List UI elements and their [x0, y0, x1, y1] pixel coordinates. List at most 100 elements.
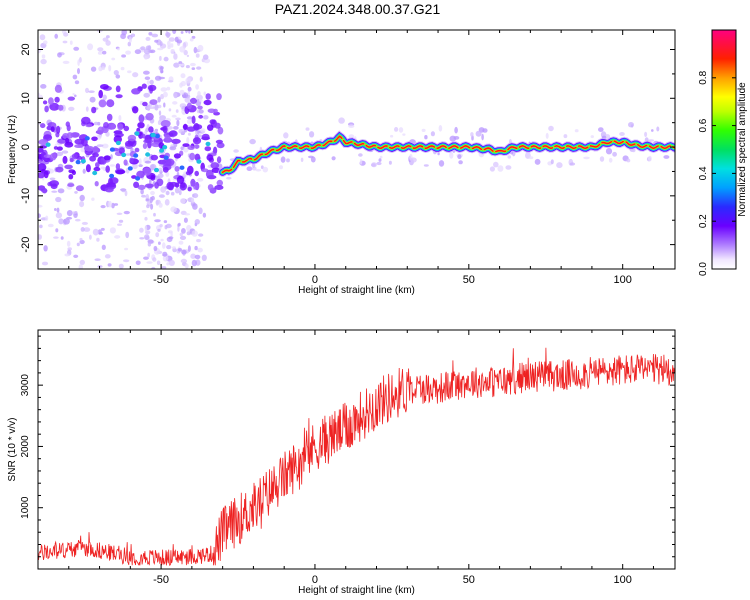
- signal-blob: [67, 96, 76, 101]
- noise-blob: [40, 84, 47, 89]
- x-tick-label: 100: [614, 274, 632, 286]
- noise-blob: [87, 43, 94, 51]
- noise-blob: [167, 40, 171, 47]
- noise-blob: [58, 218, 64, 225]
- signal-blob: [62, 133, 70, 139]
- noise-blob: [505, 165, 512, 170]
- noise-blob: [151, 266, 156, 269]
- noise-blob: [146, 106, 151, 110]
- noise-blob: [139, 227, 144, 233]
- noise-blob: [170, 191, 175, 196]
- noise-blob: [199, 76, 203, 82]
- noise-blob: [184, 263, 189, 269]
- noise-blob: [117, 47, 120, 51]
- noise-blob: [162, 255, 169, 262]
- noise-blob: [40, 58, 47, 65]
- signal-blob: [56, 125, 61, 134]
- noise-blob: [173, 92, 178, 98]
- noise-blob: [178, 190, 182, 196]
- signal-blob: [39, 145, 47, 149]
- signal-blob: [159, 148, 165, 153]
- noise-blob: [300, 157, 304, 162]
- signal-blob: [62, 155, 68, 164]
- signal-blob: [105, 165, 110, 173]
- noise-blob: [168, 259, 175, 266]
- signal-blob: [106, 113, 113, 122]
- noise-blob: [72, 93, 75, 96]
- noise-blob: [179, 82, 183, 88]
- signal-blob: [135, 176, 141, 181]
- noise-blob: [574, 129, 579, 133]
- signal-blob: [64, 164, 73, 170]
- noise-blob: [155, 232, 160, 238]
- colorbar-tick-label: 0.0: [698, 262, 709, 276]
- signal-blob: [110, 123, 116, 130]
- noise-blob: [134, 49, 142, 55]
- noise-blob: [80, 146, 85, 153]
- noise-blob: [200, 128, 206, 134]
- noise-blob: [185, 30, 188, 34]
- signal-blob: [97, 126, 104, 135]
- noise-blob: [458, 160, 463, 165]
- noise-blob: [196, 66, 202, 70]
- noise-blob: [66, 216, 73, 220]
- noise-blob: [190, 253, 196, 259]
- signal-blob: [54, 84, 63, 93]
- noise-blob: [124, 247, 129, 251]
- noise-blob: [471, 135, 474, 141]
- noise-blob: [39, 224, 43, 229]
- signal-blob: [50, 126, 55, 132]
- noise-blob: [630, 124, 634, 128]
- noise-blob: [663, 155, 670, 159]
- noise-blob: [388, 160, 392, 165]
- signal-blob: [118, 147, 125, 155]
- noise-blob: [73, 46, 80, 51]
- signal-blob: [179, 165, 185, 170]
- signal-blob: [182, 143, 190, 148]
- signal-blob: [216, 179, 223, 187]
- noise-blob: [438, 160, 445, 167]
- signal-blob: [42, 100, 48, 105]
- noise-blob: [186, 116, 193, 120]
- signal-blob: [123, 159, 128, 166]
- noise-blob: [170, 43, 174, 48]
- noise-blob: [157, 228, 161, 232]
- noise-blob: [185, 77, 192, 84]
- noise-blob: [162, 242, 166, 249]
- noise-blob: [164, 225, 168, 230]
- signal-blob: [115, 85, 121, 93]
- signal-blob: [201, 168, 209, 173]
- noise-blob: [146, 204, 150, 209]
- noise-blob: [132, 163, 138, 170]
- noise-blob: [612, 151, 617, 157]
- noise-blob: [76, 242, 80, 247]
- noise-blob: [180, 31, 184, 34]
- noise-blob: [132, 72, 139, 78]
- heatmap-frame: [37, 29, 676, 270]
- noise-blob: [63, 218, 70, 225]
- noise-blob: [178, 61, 183, 65]
- noise-blob: [187, 132, 191, 136]
- noise-blob: [534, 158, 541, 165]
- noise-blob: [159, 224, 163, 228]
- noise-blob: [233, 149, 239, 153]
- noise-blob: [154, 39, 159, 43]
- signal-blob: [106, 99, 115, 108]
- signal-blob: [207, 108, 216, 114]
- noise-blob: [166, 32, 170, 38]
- signal-blob: [215, 139, 223, 144]
- noise-blob: [43, 40, 48, 45]
- noise-blob: [160, 238, 164, 242]
- noise-blob: [185, 65, 190, 69]
- noise-blob: [154, 219, 161, 223]
- noise-blob: [283, 132, 289, 139]
- noise-blob: [39, 34, 46, 41]
- signal-blob: [142, 143, 148, 149]
- noise-blob: [162, 251, 168, 257]
- noise-blob: [166, 245, 172, 250]
- signal-blob: [162, 125, 168, 134]
- noise-blob: [626, 158, 631, 163]
- signal-blob: [75, 185, 84, 192]
- noise-blob: [158, 241, 161, 245]
- noise-blob: [157, 173, 164, 178]
